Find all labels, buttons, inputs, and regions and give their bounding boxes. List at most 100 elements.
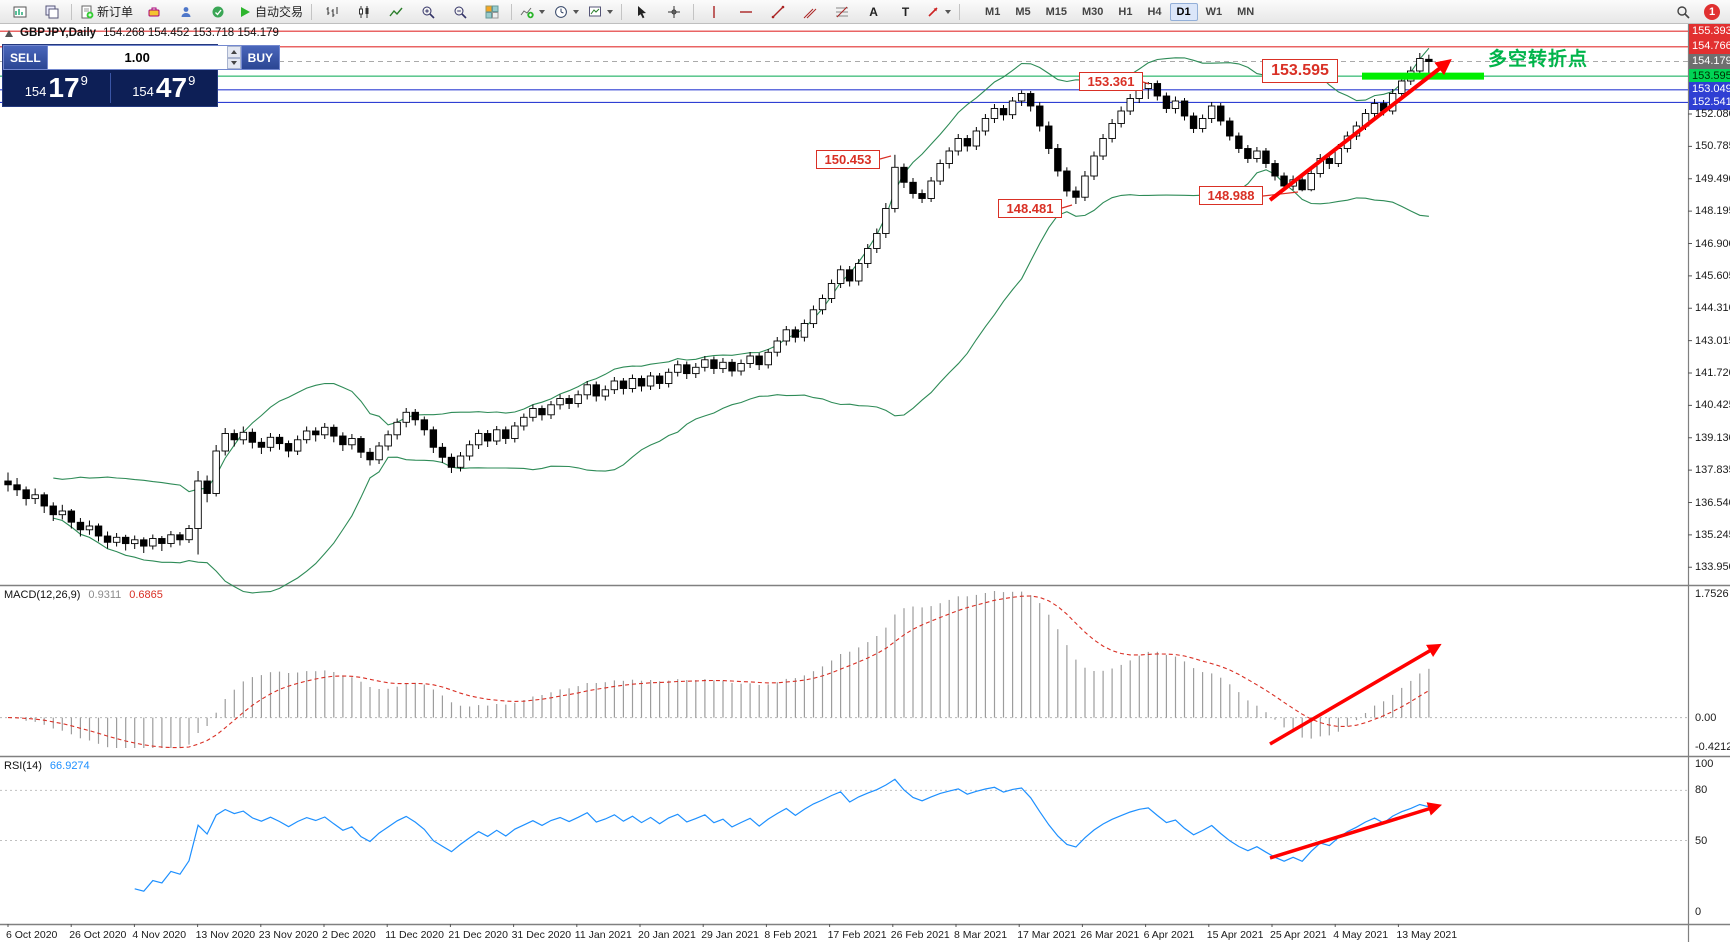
toolbar-separator xyxy=(511,3,513,20)
volume-increase-button[interactable] xyxy=(226,46,241,58)
templates-icon xyxy=(589,6,602,16)
new-order-button[interactable]: 新订单 xyxy=(76,1,137,23)
turning-point-annotation[interactable]: 多空转折点 xyxy=(1488,49,1589,70)
volume-input[interactable] xyxy=(47,46,227,69)
trend-arrow-main[interactable] xyxy=(1268,59,1452,202)
profiles-button[interactable] xyxy=(36,1,67,23)
fibonacci-icon xyxy=(835,6,848,17)
trend-arrow-macd[interactable] xyxy=(1269,643,1442,746)
new-order-label: 新订单 xyxy=(97,5,134,19)
toolbar-separator xyxy=(693,3,695,20)
timeframe-mn[interactable]: MN xyxy=(1237,5,1255,18)
drawn-objects[interactable] xyxy=(879,59,1484,860)
text-tool-icon: A xyxy=(869,4,878,19)
new-chart-button[interactable] xyxy=(4,1,35,23)
volume-decrease-button[interactable] xyxy=(226,57,241,69)
auto-trading-label: 自动交易 xyxy=(255,5,304,19)
spin-down-icon xyxy=(230,61,237,66)
periods-button[interactable] xyxy=(550,1,583,23)
trendline-tool-button[interactable] xyxy=(762,1,793,23)
bollinger-bands xyxy=(53,47,1430,594)
timeframe-w1[interactable]: W1 xyxy=(1205,5,1223,18)
horizontal-line-icon xyxy=(739,10,752,13)
timeframe-m30[interactable]: M30 xyxy=(1082,5,1104,18)
templates-button[interactable] xyxy=(584,1,617,23)
periods-caret-icon xyxy=(573,9,580,14)
line-chart-icon xyxy=(388,7,403,16)
zoom-out-button[interactable] xyxy=(444,1,475,23)
timeframe-switcher: M1 M5 M15 M30 H1 H4 D1 W1 MN xyxy=(978,2,1261,21)
cursor-icon xyxy=(637,5,646,18)
volume-field xyxy=(47,45,241,70)
channel-tool-button[interactable] xyxy=(794,1,825,23)
macd-plot xyxy=(0,591,1688,749)
trendline-icon xyxy=(771,5,784,18)
rsi-indicator-header: RSI(14) 66.9274 xyxy=(4,760,90,772)
zoom-in-icon xyxy=(422,6,435,19)
toolbar-separator xyxy=(621,3,623,20)
rsi-value: 66.9274 xyxy=(49,760,90,772)
templates-caret-icon xyxy=(607,9,614,14)
ohlc-bars-icon xyxy=(326,6,338,17)
volume-spinner xyxy=(226,46,241,69)
buy-button[interactable]: BUY xyxy=(240,45,281,70)
indicators-button[interactable] xyxy=(516,1,549,23)
shapes-tool-button[interactable] xyxy=(922,1,955,23)
chart-symbol-ohlc: GBPJPY,Daily 154.268 154.452 153.718 154… xyxy=(5,27,279,39)
tile-windows-button[interactable] xyxy=(476,1,507,23)
timeframe-m1[interactable]: M1 xyxy=(985,5,1001,18)
horizontal-line-tool-button[interactable] xyxy=(730,1,761,23)
line-chart-mode-button[interactable] xyxy=(380,1,411,23)
macd-value-main: 0.9311 xyxy=(88,589,122,601)
rsi-name: RSI(14) xyxy=(4,760,42,772)
zoom-out-icon xyxy=(454,6,467,19)
cursor-tool-button[interactable] xyxy=(626,1,657,23)
symbol-title: GBPJPY,Daily xyxy=(20,27,97,39)
indicators-caret-icon xyxy=(539,9,546,14)
toolbox-button[interactable] xyxy=(138,1,169,23)
bar-chart-mode-button[interactable] xyxy=(316,1,347,23)
crosshair-icon xyxy=(667,5,680,18)
ohlc-values: 154.268 154.452 153.718 154.179 xyxy=(103,27,279,39)
candlestick-mode-button[interactable] xyxy=(348,1,379,23)
text-tool-button[interactable]: A xyxy=(858,1,889,23)
fibonacci-tool-button[interactable] xyxy=(826,1,857,23)
spin-up-icon xyxy=(230,49,237,54)
accounts-button[interactable] xyxy=(170,1,201,23)
quote-divider xyxy=(109,73,111,103)
axes xyxy=(0,24,1730,942)
profiles-icon xyxy=(45,5,58,18)
one-click-trading-panel: SELL BUY 154 17 9 154 47 9 xyxy=(2,44,281,107)
search-button[interactable] xyxy=(1667,1,1698,23)
ask-price: 154 47 9 xyxy=(132,71,196,103)
timeframe-h4[interactable]: H4 xyxy=(1147,5,1162,18)
timeframe-m15[interactable]: M15 xyxy=(1045,5,1067,18)
user-icon xyxy=(181,6,191,17)
zoom-in-button[interactable] xyxy=(412,1,443,23)
trend-arrow-rsi[interactable] xyxy=(1269,802,1443,860)
toolbox-icon xyxy=(148,7,160,16)
toolbar-separator xyxy=(71,3,72,20)
sell-button[interactable]: SELL xyxy=(3,45,48,70)
auto-trading-button[interactable]: 自动交易 xyxy=(234,1,307,23)
candles xyxy=(4,53,1433,555)
timeframe-h1[interactable]: H1 xyxy=(1118,5,1133,18)
timeframe-m5[interactable]: M5 xyxy=(1015,5,1031,18)
search-icon xyxy=(1676,5,1690,19)
toolbar: 新订单 自动交易 xyxy=(0,0,1730,24)
toolbar-separator xyxy=(959,3,961,20)
new-order-icon xyxy=(81,5,94,18)
timeframe-d1[interactable]: D1 xyxy=(1169,2,1198,21)
rsi-plot xyxy=(0,778,1688,892)
crosshair-tool-button[interactable] xyxy=(658,1,689,23)
one-click-toggle-icon[interactable] xyxy=(5,29,13,37)
bid-price: 154 17 9 xyxy=(24,71,88,103)
label-tool-button[interactable]: T xyxy=(890,1,921,23)
macd-name: MACD(12,26,9) xyxy=(4,589,81,601)
community-button[interactable] xyxy=(202,1,233,23)
notification-badge[interactable]: 1 xyxy=(1704,3,1720,20)
arrow-shape-icon xyxy=(928,6,938,17)
vertical-line-tool-button[interactable] xyxy=(698,1,729,23)
shapes-caret-icon xyxy=(945,9,952,14)
